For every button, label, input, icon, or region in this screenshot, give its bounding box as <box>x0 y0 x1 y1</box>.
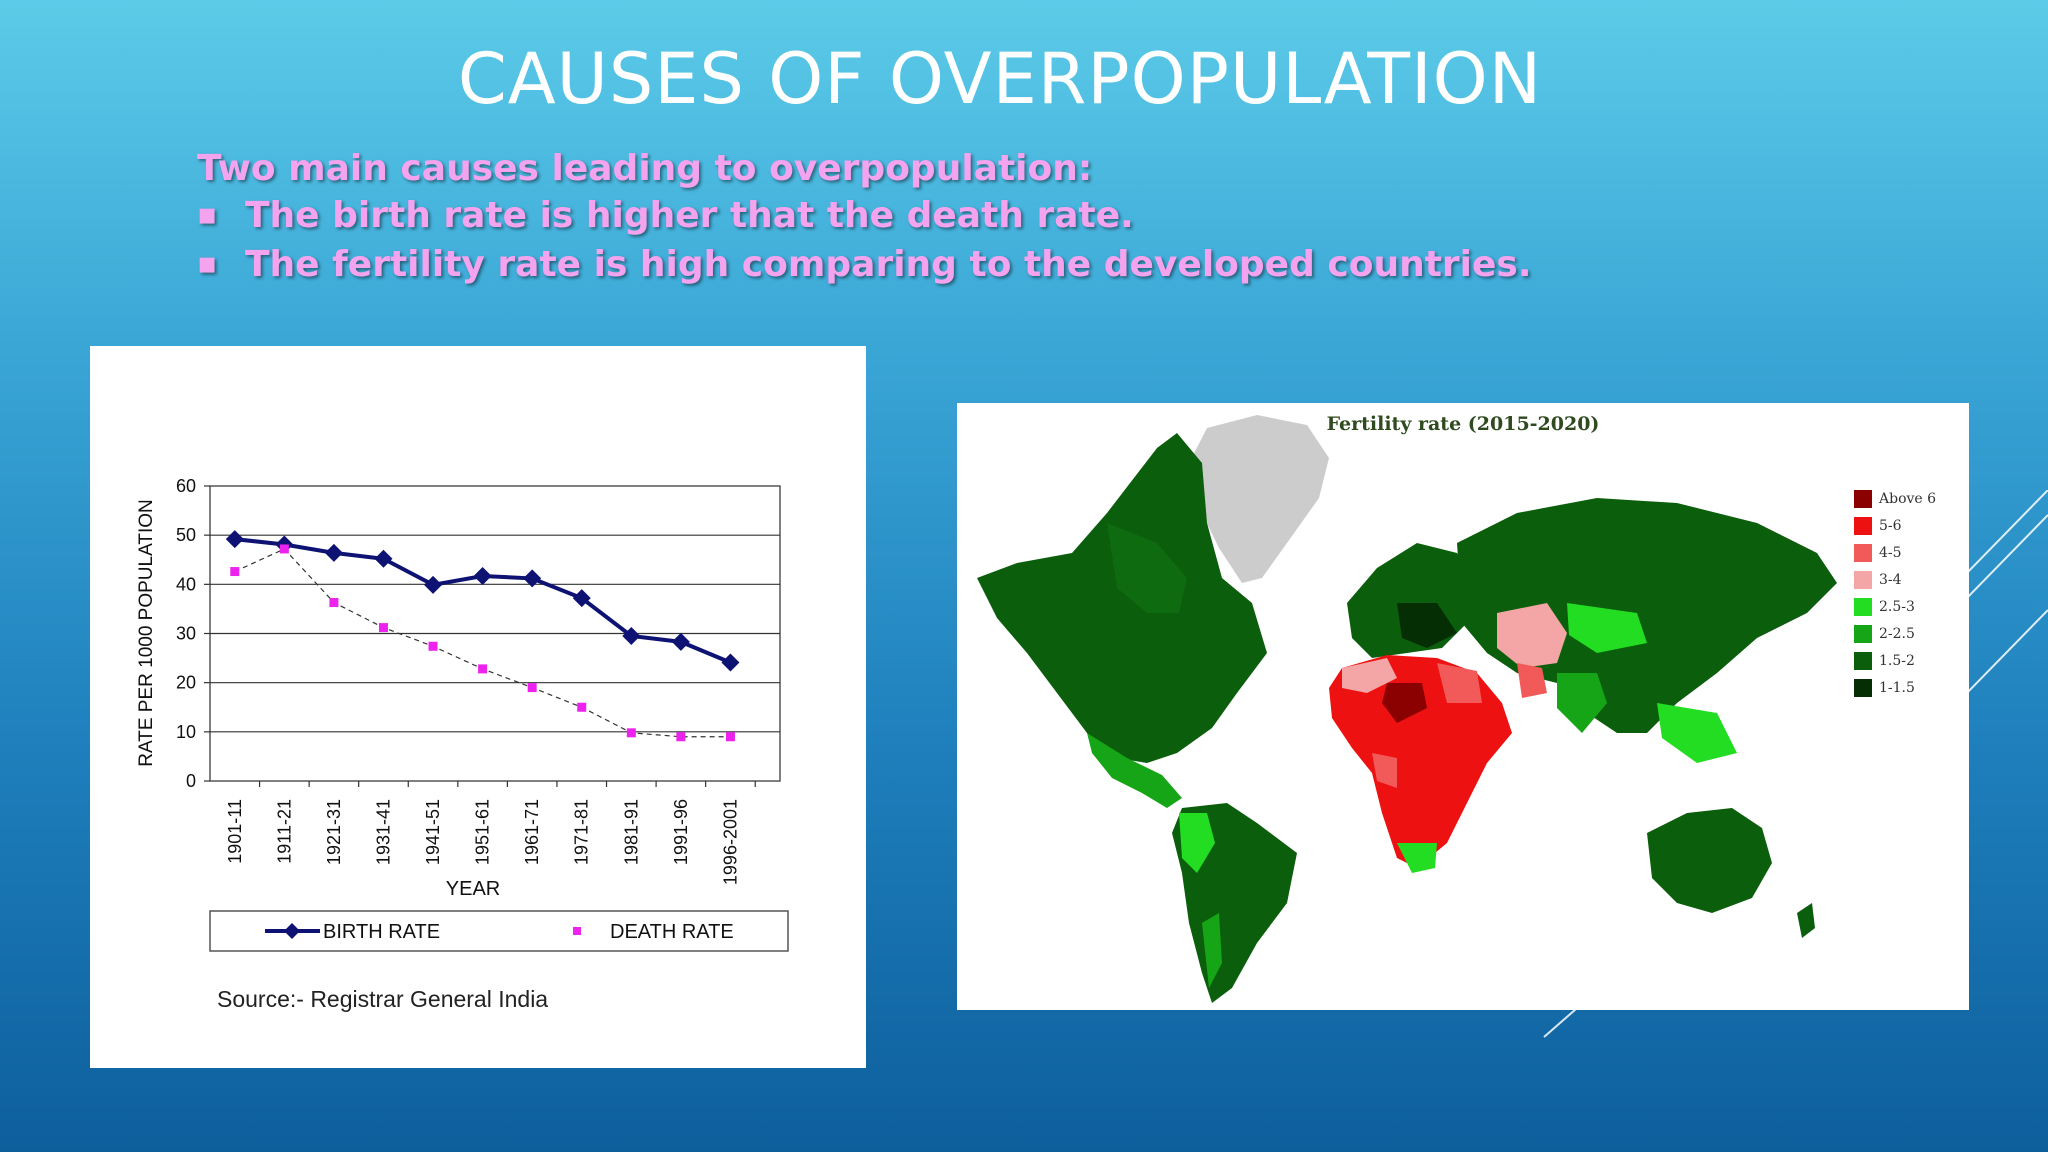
birth-rate-point <box>572 589 591 608</box>
death-rate-point <box>676 732 686 742</box>
map-legend-row: Above 6 <box>1854 485 1936 512</box>
cause-text: The fertility rate is high comparing to … <box>245 244 1532 285</box>
legend-swatch <box>1854 651 1872 670</box>
africa-shape <box>1329 655 1512 873</box>
legend-death-rate-label: DEATH RATE <box>610 921 734 943</box>
x-tick-label: 1921-31 <box>324 799 344 865</box>
legend-label: 3-4 <box>1879 571 1902 588</box>
birth-rate-point <box>324 543 343 562</box>
x-tick-label: 1901-11 <box>225 799 245 864</box>
causes-intro: Two main causes leading to overpopulatio… <box>197 148 1093 189</box>
decorative-line-small <box>1543 1008 1577 1038</box>
death-rate-point <box>230 567 240 577</box>
birth-rate-point <box>671 632 690 651</box>
legend-swatch <box>1854 489 1872 508</box>
causes-text-block: Two main causes leading to overpopulatio… <box>197 148 1532 293</box>
death-rate-point <box>428 641 438 651</box>
greenland-shape <box>1189 415 1329 583</box>
north-america-shape <box>977 433 1267 808</box>
death-rate-point <box>626 728 636 738</box>
legend-death-rate: DEATH RATE <box>573 921 734 943</box>
legend-label: Above 6 <box>1879 490 1937 507</box>
legend-diamond-marker <box>284 923 300 939</box>
legend-label: 1-1.5 <box>1879 679 1915 696</box>
australia-shape <box>1647 808 1815 938</box>
x-tick-label: 1981-91 <box>621 799 641 865</box>
x-tick-label: 1996-2001 <box>720 799 740 885</box>
legend-label: 5-6 <box>1879 517 1902 534</box>
x-tick-label: 1911-21 <box>274 799 294 864</box>
world-fertility-map <box>977 415 1837 1003</box>
death-rate-point <box>478 664 488 674</box>
y-tick-label: 10 <box>176 722 196 742</box>
map-legend-row: 1-1.5 <box>1854 674 1936 701</box>
x-tick-label: 1951-61 <box>473 799 493 865</box>
asia-shape <box>1457 498 1837 763</box>
causes-list: ▪ The birth rate is higher that the deat… <box>197 195 1532 285</box>
map-legend-row: 4-5 <box>1854 539 1936 566</box>
birth-rate-point <box>424 575 443 594</box>
legend-birth-rate-label: BIRTH RATE <box>323 921 440 943</box>
legend-label: 2-2.5 <box>1879 625 1915 642</box>
x-tick-label: 1971-81 <box>572 799 592 865</box>
death-rate-point <box>329 598 339 608</box>
square-bullet-icon: ▪ <box>197 197 218 232</box>
death-rate-point <box>725 732 735 742</box>
map-legend-row: 2-2.5 <box>1854 620 1936 647</box>
x-axis-label: YEAR <box>446 878 500 900</box>
x-tick-label: 1991-96 <box>671 799 691 865</box>
europe-shape <box>1347 543 1477 658</box>
death-rate-point <box>378 623 388 633</box>
slide-title: CAUSES OF OVERPOPULATION <box>457 38 1543 120</box>
y-tick-label: 20 <box>176 673 196 693</box>
legend-label: 1.5-2 <box>1879 652 1915 669</box>
y-tick-label: 40 <box>176 574 196 594</box>
y-tick-label: 30 <box>176 624 196 644</box>
legend-label: 4-5 <box>1879 544 1902 561</box>
birth-death-chart: 0 10 20 30 40 50 60 1901-11 1911-21 1921-31 1931-… <box>136 476 789 952</box>
map-legend-row: 3-4 <box>1854 566 1936 593</box>
legend-label: 2.5-3 <box>1879 598 1915 615</box>
legend-swatch <box>1854 570 1872 589</box>
legend-swatch <box>1854 624 1872 643</box>
death-rate-point <box>279 544 289 554</box>
map-title: Fertility rate (2015-2020) <box>1326 413 1600 435</box>
map-legend-row: 1.5-2 <box>1854 647 1936 674</box>
birth-rate-point <box>523 569 542 588</box>
y-tick-label: 0 <box>186 771 196 791</box>
map-legend-row: 5-6 <box>1854 512 1936 539</box>
legend-birth-rate: BIRTH RATE <box>265 921 440 943</box>
x-tick-label: 1941-51 <box>423 799 443 865</box>
cause-text: The birth rate is higher that the death … <box>245 195 1134 236</box>
birth-rate-point <box>622 626 641 645</box>
birth-rate-point <box>721 653 740 672</box>
fertility-map-panel: Fertility rate (2015-2020) <box>957 403 1969 1010</box>
x-tick-label: 1931-41 <box>373 799 393 865</box>
birth-rate-point <box>374 549 393 568</box>
y-axis-label: RATE PER 1000 POPULATION <box>136 499 157 767</box>
y-tick-label: 60 <box>176 476 196 496</box>
cause-item: ▪ The fertility rate is high comparing t… <box>197 244 1532 285</box>
birth-rate-point <box>473 566 492 585</box>
death-rate-point <box>527 683 537 693</box>
birth-death-chart-panel: 0 10 20 30 40 50 60 1901-11 1911-21 1921-31 1931-… <box>90 346 866 1068</box>
birth-rate-point <box>225 530 244 549</box>
death-rate-point <box>577 702 587 712</box>
decorative-lines <box>1960 490 2048 701</box>
x-tick-label: 1961-71 <box>522 799 542 865</box>
south-america-shape <box>1172 803 1297 1003</box>
legend-swatch <box>1854 543 1872 562</box>
legend-swatch <box>1854 516 1872 535</box>
chart-source: Source:- Registrar General India <box>217 986 549 1012</box>
y-tick-label: 50 <box>176 525 196 545</box>
map-legend-row: 2.5-3 <box>1854 593 1936 620</box>
square-bullet-icon: ▪ <box>197 246 218 281</box>
legend-square-marker <box>573 927 581 935</box>
legend-swatch <box>1854 678 1872 697</box>
map-legend: Above 6 5-6 4-5 3-4 2.5-3 2-2.5 1.5-2 1-… <box>1854 485 1936 701</box>
legend-swatch <box>1854 597 1872 616</box>
cause-item: ▪ The birth rate is higher that the deat… <box>197 195 1532 236</box>
